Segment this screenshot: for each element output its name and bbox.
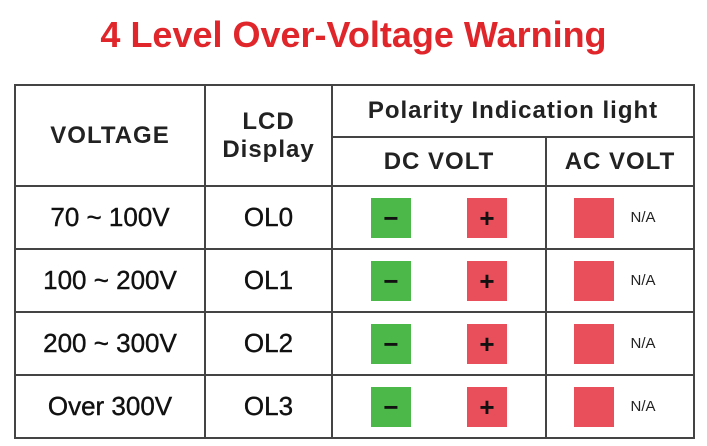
row: Over 300V OL3− + N/A xyxy=(14,374,695,439)
ac-light xyxy=(574,323,615,364)
ac-cell: N/A xyxy=(545,311,695,376)
ac-light xyxy=(574,386,615,427)
lcd-cell: OL0 xyxy=(204,185,333,250)
ac-label: N/A xyxy=(630,272,656,289)
row: 100 ~ 200V OL1− + N/A xyxy=(14,248,695,313)
dc-cell: − + xyxy=(331,185,547,250)
ac-label: N/A xyxy=(630,398,656,415)
header-lcd: LCD Display xyxy=(204,84,333,187)
header-lcd-2: Display xyxy=(222,135,315,163)
row: 200 ~ 300V OL2− + N/A xyxy=(14,311,695,376)
lcd-cell: OL3 xyxy=(204,374,333,439)
voltage-cell: 200 ~ 300V xyxy=(14,311,206,376)
lcd-cell: OL2 xyxy=(204,311,333,376)
ac-label: N/A xyxy=(630,335,656,352)
voltage-cell: Over 300V xyxy=(14,374,206,439)
dc-cell: − + xyxy=(331,311,547,376)
ac-cell: N/A xyxy=(545,248,695,313)
minus-light: − xyxy=(371,386,411,427)
minus-light: − xyxy=(371,260,411,301)
ac-label: N/A xyxy=(630,209,656,226)
plus-light: + xyxy=(467,197,507,238)
voltage-cell: 70 ~ 100V xyxy=(14,185,206,250)
lcd-cell: OL1 xyxy=(204,248,333,313)
dc-cell: − + xyxy=(331,248,547,313)
header-polarity: Polarity Indication light xyxy=(331,84,695,138)
ac-light xyxy=(574,197,615,238)
ac-cell: N/A xyxy=(545,185,695,250)
header-lcd-1: LCD xyxy=(242,107,295,135)
plus-light: + xyxy=(467,386,507,427)
row: 70 ~ 100V OL0− + N/A xyxy=(14,185,695,250)
header-ac: AC VOLT xyxy=(545,136,695,187)
minus-light: − xyxy=(371,323,411,364)
ac-cell: N/A xyxy=(545,374,695,439)
title: 4 Level Over-Voltage Warning xyxy=(100,14,607,55)
plus-light: + xyxy=(467,260,507,301)
warning-table: VOLTAGE LCD Display Polarity Indication l… xyxy=(14,84,695,439)
header-dc: DC VOLT xyxy=(331,136,547,187)
dc-cell: − + xyxy=(331,374,547,439)
ac-light xyxy=(574,260,615,301)
table-body: VOLTAGE LCD Display Polarity Indication l… xyxy=(14,84,695,439)
plus-light: + xyxy=(467,323,507,364)
minus-light: − xyxy=(371,197,411,238)
header-voltage: VOLTAGE xyxy=(14,84,206,187)
voltage-cell: 100 ~ 200V xyxy=(14,248,206,313)
